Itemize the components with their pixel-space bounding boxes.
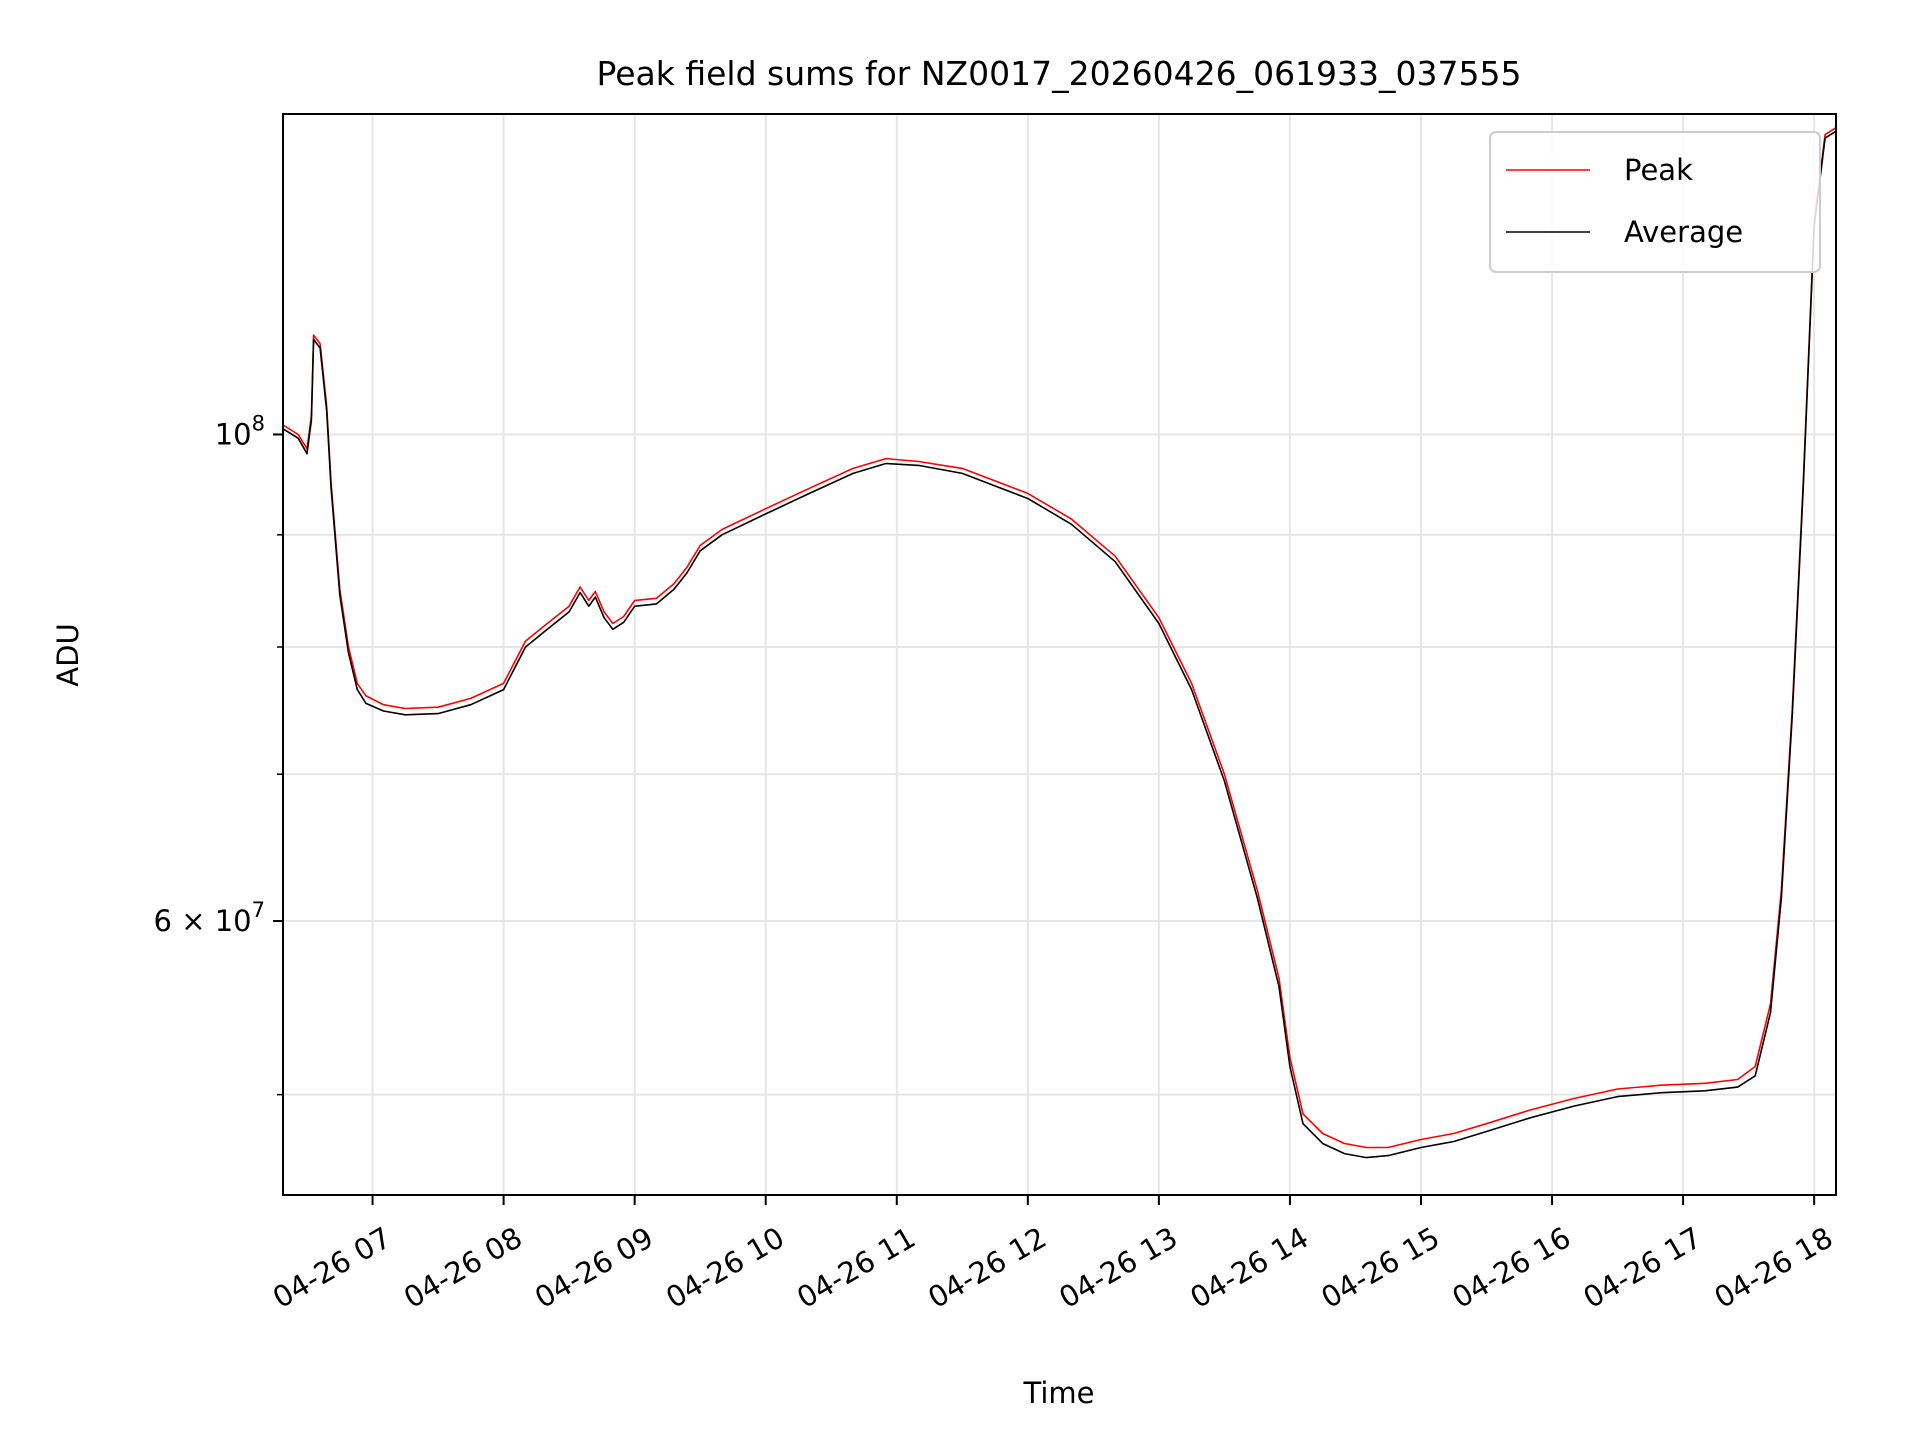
y-tick-label-base: 6 × 10 — [154, 904, 252, 938]
plot-frame — [282, 113, 1837, 1196]
legend: Peak Average — [1489, 131, 1821, 273]
y-tick-label: 6 × 107 — [154, 898, 265, 938]
series-line-average — [282, 130, 1837, 1159]
series-line-peak — [282, 127, 1837, 1149]
y-tick-label: 108 — [215, 411, 265, 451]
y-tick-label-exponent: 7 — [252, 898, 265, 922]
legend-label-peak: Peak — [1624, 153, 1693, 187]
y-axis-label: ADU — [51, 623, 85, 686]
grid — [283, 114, 1836, 1195]
y-axis: 108 6 × 107 — [154, 411, 283, 1096]
legend-label-average: Average — [1624, 215, 1743, 249]
plot-lines — [282, 127, 1837, 1159]
legend-box — [1489, 131, 1821, 273]
y-tick-label-base: 10 — [215, 417, 252, 451]
y-tick-label-exponent: 8 — [252, 411, 265, 435]
x-axis-label: Time — [1023, 1376, 1095, 1410]
chart-title: Peak field sums for NZ0017_20260426_0619… — [596, 54, 1521, 93]
